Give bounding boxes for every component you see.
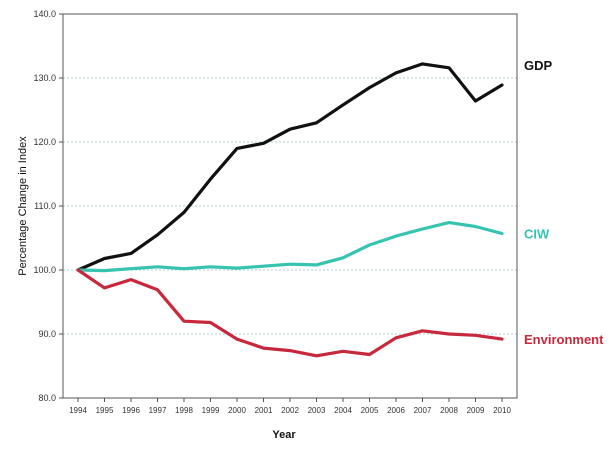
x-tick-label: 1999 (202, 406, 220, 415)
x-tick-label: 1994 (69, 406, 87, 415)
x-tick-label: 2006 (387, 406, 405, 415)
series-line-gdp (76, 62, 504, 272)
x-tick-label: 1996 (122, 406, 140, 415)
x-tick-label: 1997 (149, 406, 167, 415)
y-tick-label: 120.0 (33, 137, 56, 147)
x-tick-label: 2002 (281, 406, 299, 415)
x-tick-label: 2003 (308, 406, 326, 415)
y-tick-label: 130.0 (33, 73, 56, 83)
series-lines (76, 62, 504, 358)
x-axis-ticks: 1994 1995 1996 1997 1998 1999 2000 2001 2002 2003… (69, 398, 511, 415)
y-tick-label: 110.0 (34, 201, 56, 211)
series-labels: GDP CIW Environment (524, 58, 604, 347)
x-tick-label: 2000 (228, 406, 246, 415)
grid-lines (63, 77, 517, 335)
series-line-environment (76, 268, 504, 358)
y-tick-label: 90.0 (38, 329, 56, 339)
x-tick-label: 2005 (361, 406, 379, 415)
x-tick-label: 2010 (493, 406, 511, 415)
y-tick-label: 80.0 (38, 393, 56, 403)
y-axis-ticks: 80.0 90.0 100.0 110.0 120.0 130.0 140.0 (33, 9, 63, 403)
y-axis-title: Percentage Change in Index (17, 136, 29, 276)
series-label-ciw: CIW (524, 227, 550, 242)
x-tick-label: 2007 (414, 406, 432, 415)
x-tick-label: 1998 (175, 406, 193, 415)
x-axis-title: Year (272, 429, 296, 441)
x-tick-label: 2004 (334, 406, 352, 415)
x-tick-label: 2001 (255, 406, 273, 415)
y-tick-label: 100.0 (33, 265, 56, 275)
x-tick-label: 2008 (440, 406, 458, 415)
x-tick-label: 2009 (467, 406, 485, 415)
series-line-ciw (76, 221, 504, 273)
series-label-environment: Environment (524, 332, 604, 347)
x-tick-label: 1995 (96, 406, 114, 415)
y-tick-label: 140.0 (33, 9, 56, 19)
series-label-gdp: GDP (524, 58, 553, 73)
